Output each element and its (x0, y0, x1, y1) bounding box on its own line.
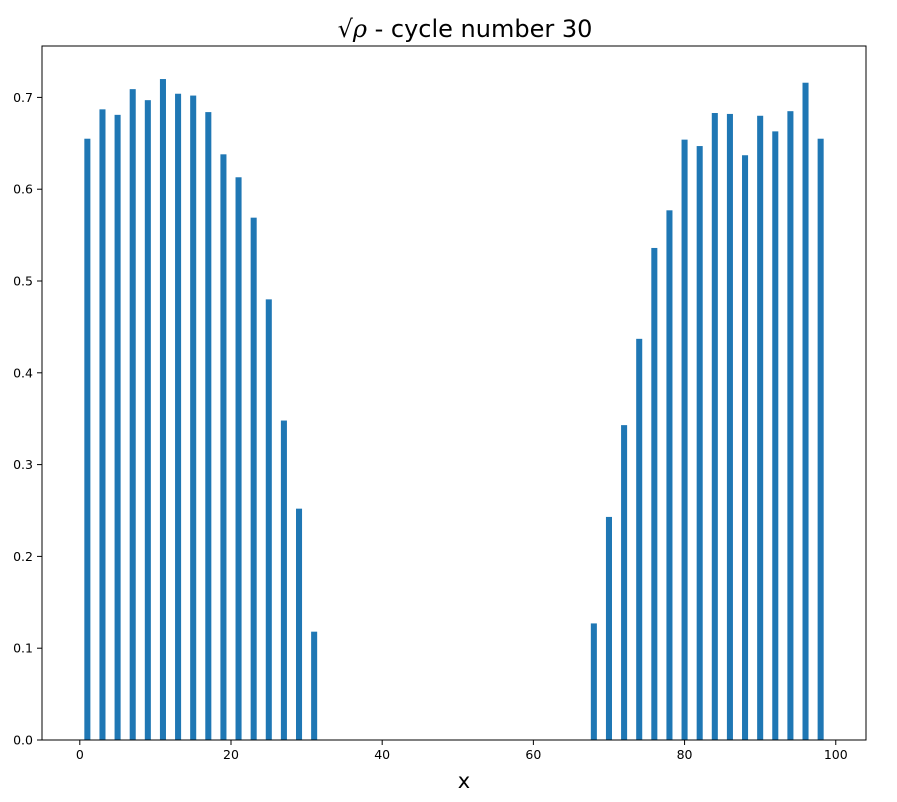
x-tick-label: 100 (824, 747, 848, 762)
bar (280, 420, 287, 740)
y-tick-label: 0.0 (13, 733, 33, 748)
bar (681, 139, 688, 741)
plot-frame (41, 45, 867, 741)
bar (802, 82, 809, 740)
bar (296, 508, 303, 740)
bar (129, 89, 136, 740)
bar (250, 217, 257, 741)
bar (772, 131, 779, 740)
bar (205, 112, 212, 741)
bar (651, 247, 658, 740)
bar (742, 155, 749, 741)
y-tick-label: 0.1 (13, 641, 33, 656)
bar (696, 146, 703, 740)
x-tick-label: 80 (677, 747, 693, 762)
bar (666, 210, 673, 741)
y-tick-label: 0.3 (13, 457, 33, 472)
chart-title-math: √ρ (338, 15, 367, 43)
bar (605, 516, 612, 740)
bar (711, 113, 718, 740)
y-tick-label: 0.7 (13, 90, 33, 105)
y-tick-label: 0.2 (13, 549, 33, 564)
bar (311, 631, 318, 740)
bar (757, 115, 764, 740)
x-axis-label: x (458, 769, 470, 793)
x-tick-label: 20 (223, 747, 239, 762)
bar (99, 109, 106, 741)
bars-group (84, 79, 824, 741)
x-tick-label: 60 (525, 747, 541, 762)
bar (726, 113, 733, 740)
bar (220, 154, 227, 740)
bar (84, 138, 91, 741)
bar (265, 299, 272, 740)
chart-title-text: - cycle number 30 (367, 15, 592, 43)
bar (144, 100, 151, 740)
y-tick-label: 0.5 (13, 274, 33, 289)
bar (159, 79, 166, 741)
y-tick-label: 0.4 (13, 365, 33, 380)
x-axis: 0 20 40 60 80 100 (76, 740, 848, 762)
bar (817, 138, 824, 741)
bar (787, 111, 794, 740)
x-tick-label: 40 (374, 747, 390, 762)
bar (621, 425, 628, 740)
bar (190, 95, 197, 741)
y-axis: 0.0 0.1 0.2 0.3 0.4 0.5 0.6 0.7 (13, 90, 42, 748)
bar (636, 338, 643, 740)
bar (235, 177, 242, 741)
x-tick-label: 0 (76, 747, 84, 762)
y-tick-label: 0.6 (13, 182, 33, 197)
bar (590, 623, 597, 740)
bar (175, 93, 182, 740)
chart-title: √ρ - cycle number 30 (338, 15, 593, 43)
bar (114, 114, 121, 741)
